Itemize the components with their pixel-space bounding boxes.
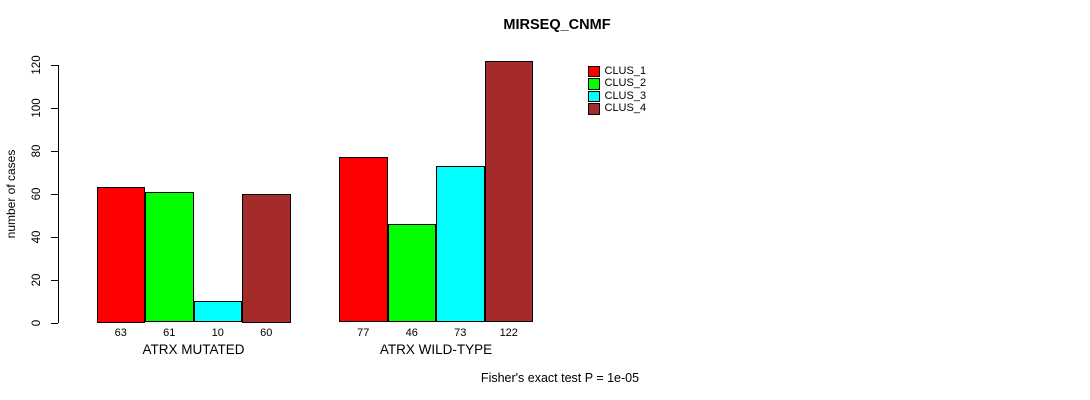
legend-label: CLUS_4 xyxy=(604,102,647,115)
bar-value-label: 122 xyxy=(499,327,518,339)
x-group-label: ATRX MUTATED xyxy=(142,341,245,357)
bar-clus_1 xyxy=(96,187,145,323)
y-axis-tick xyxy=(51,150,58,152)
bar-value-label: 60 xyxy=(260,327,273,339)
legend-item-clus_4: CLUS_4 xyxy=(588,103,646,116)
y-axis-tick-label: 60 xyxy=(30,187,43,201)
bar-value-label: 63 xyxy=(114,327,127,339)
y-axis-tick xyxy=(51,322,58,324)
bar-clus_4 xyxy=(242,193,291,323)
bar-clus_3 xyxy=(193,301,242,323)
legend-label: CLUS_1 xyxy=(604,64,647,77)
y-axis-tick xyxy=(51,236,58,238)
bar-value-label: 77 xyxy=(357,327,370,339)
legend-label: CLUS_3 xyxy=(604,89,647,102)
legend: CLUS_1 CLUS_2 CLUS_3 CLUS_4 xyxy=(588,65,646,115)
y-axis-tick-label: 80 xyxy=(30,144,43,158)
bar-value-label: 61 xyxy=(163,327,176,339)
bar-value-label: 10 xyxy=(211,327,224,339)
x-group-label: ATRX WILD-TYPE xyxy=(379,341,493,357)
legend-label: CLUS_2 xyxy=(604,77,647,90)
legend-item-clus_3: CLUS_3 xyxy=(588,90,646,103)
bar-clus_4 xyxy=(484,60,533,323)
y-axis-tick xyxy=(51,65,58,66)
y-axis-tick xyxy=(51,107,58,109)
legend-swatch-icon xyxy=(588,78,600,90)
legend-swatch-icon xyxy=(588,103,600,115)
legend-item-clus_2: CLUS_2 xyxy=(588,78,646,91)
bar-value-label: 73 xyxy=(454,327,467,339)
chart-title: MIRSEQ_CNMF xyxy=(503,17,611,33)
y-axis-tick-label: 120 xyxy=(30,55,43,75)
bar-clus_1 xyxy=(339,157,388,323)
y-axis-tick xyxy=(51,279,58,281)
y-axis-tick-label: 20 xyxy=(30,273,43,286)
y-axis-tick-label: 100 xyxy=(30,98,43,118)
y-axis-line xyxy=(58,65,59,323)
y-axis-tick-label: 0 xyxy=(30,319,43,326)
bar-clus_3 xyxy=(436,165,485,323)
bar-clus_2 xyxy=(387,223,436,323)
legend-item-clus_1: CLUS_1 xyxy=(588,65,646,78)
y-axis-tick xyxy=(51,193,58,195)
legend-swatch-icon xyxy=(588,65,600,77)
legend-swatch-icon xyxy=(588,90,600,102)
y-axis-tick-label: 40 xyxy=(30,230,43,244)
bar-value-label: 46 xyxy=(405,327,418,339)
annotation-text: Fisher's exact test P = 1e-05 xyxy=(480,371,640,385)
bar-clus_2 xyxy=(145,191,194,323)
